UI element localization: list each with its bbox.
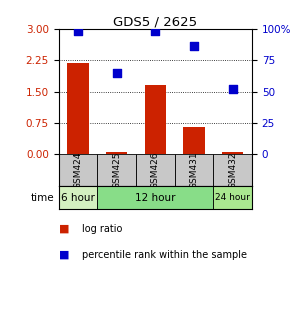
Text: 24 hour: 24 hour (215, 193, 250, 202)
Text: ■: ■ (59, 250, 69, 260)
Text: ■: ■ (59, 224, 69, 234)
Text: GSM432: GSM432 (228, 151, 237, 189)
Bar (59, 186, 97, 209)
Text: percentile rank within the sample: percentile rank within the sample (82, 250, 247, 260)
Bar (213, 186, 252, 209)
Bar (183, 127, 205, 154)
Text: 6 hour: 6 hour (61, 193, 95, 203)
Title: GDS5 / 2625: GDS5 / 2625 (113, 15, 197, 28)
Bar (67, 63, 88, 154)
Bar (97, 186, 213, 209)
Text: GSM425: GSM425 (112, 151, 121, 189)
Bar (222, 152, 243, 154)
Text: time: time (30, 193, 54, 203)
Text: GSM424: GSM424 (74, 151, 82, 189)
Text: log ratio: log ratio (82, 224, 122, 234)
Text: 12 hour: 12 hour (135, 193, 176, 203)
Bar (175, 154, 213, 186)
Point (153, 28, 158, 33)
Point (114, 70, 119, 76)
Point (192, 43, 196, 48)
Point (230, 86, 235, 92)
Bar (145, 85, 166, 154)
Bar (213, 154, 252, 186)
Text: GSM431: GSM431 (190, 151, 198, 189)
Point (76, 28, 80, 33)
Bar (106, 152, 127, 154)
Text: GSM426: GSM426 (151, 151, 160, 189)
Bar (97, 154, 136, 186)
Bar (59, 154, 97, 186)
Bar (136, 154, 175, 186)
